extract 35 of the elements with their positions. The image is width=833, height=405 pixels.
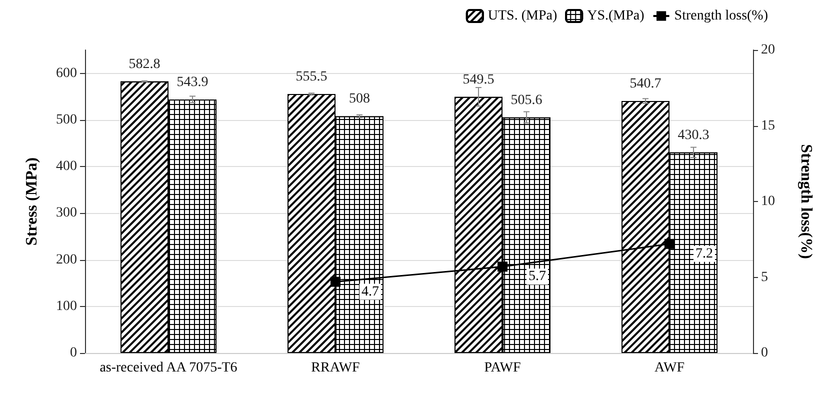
x-tick-label: PAWF <box>484 360 521 376</box>
data-label: 540.7 <box>630 76 662 92</box>
y2-tick-label: 5 <box>761 270 768 285</box>
data-label: 549.5 <box>462 72 494 88</box>
legend-label: YS.(MPa) <box>587 8 645 24</box>
x-tick-label: RRAWF <box>311 360 360 376</box>
data-label: 508 <box>349 92 370 107</box>
y-tick-label: 0 <box>70 346 77 360</box>
y2-tick-label: 15 <box>761 118 775 134</box>
y2-axis-title: Strength loss(%) <box>798 144 814 259</box>
y-tick-label: 600 <box>56 66 77 81</box>
legend-label: UTS. (MPa) <box>488 8 558 24</box>
data-label: 430.3 <box>678 128 710 143</box>
y-tick-label: 300 <box>56 206 77 221</box>
y-tick-label: 400 <box>56 159 77 174</box>
y-tick-label: 100 <box>56 298 77 314</box>
y-axis-title: Stress (MPa) <box>24 157 40 246</box>
point <box>664 238 674 249</box>
data-label: 5.7 <box>528 269 546 284</box>
x-tick-label: as-received AA 7075-T6 <box>100 360 238 376</box>
data-label: 582.8 <box>128 56 160 72</box>
x-tick-label: AWF <box>654 360 685 376</box>
data-label: 505.6 <box>510 92 542 108</box>
y2-tick-label: 0 <box>761 346 768 360</box>
data-label: 4.7 <box>362 284 379 300</box>
y-tick-label: 200 <box>56 252 77 268</box>
data-label: 7.2 <box>696 246 713 262</box>
data-label: 555.5 <box>296 70 328 85</box>
y2-tick-label: 10 <box>761 194 775 209</box>
data-label: 543.9 <box>176 74 208 90</box>
y-tick-label: 500 <box>56 112 77 128</box>
y2-tick-label: 20 <box>761 42 775 58</box>
point <box>330 276 340 287</box>
legend-label: Strength loss(%) <box>674 8 768 24</box>
point <box>498 262 508 272</box>
